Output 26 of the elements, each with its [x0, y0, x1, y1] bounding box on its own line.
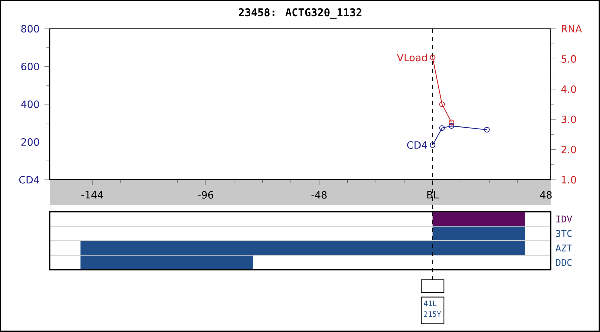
chart-title: 23458: ACTG320_1132 — [239, 8, 362, 19]
y-tick-label: AZT — [556, 244, 572, 252]
x-tick-label: 48 — [540, 191, 552, 199]
series-label: VLoad — [397, 54, 428, 62]
point — [439, 125, 446, 132]
y-tick-label: 800 — [22, 25, 40, 33]
y-tick-label: CD4 — [19, 176, 40, 184]
point — [448, 123, 455, 129]
y-tick-label: 3TC — [556, 230, 572, 238]
y2-tick-label: 4.0 — [562, 86, 576, 94]
y-tick-label: 600 — [22, 62, 40, 71]
x-tick-label: BL — [428, 191, 439, 199]
y2-tick-label: 1.0 — [562, 176, 576, 184]
y-tick-label: 400 — [21, 100, 40, 108]
y-tick-label: 200 — [22, 138, 40, 146]
y2-tick-label: 2.0 — [562, 146, 576, 154]
y2-tick-label: 3.0 — [562, 116, 576, 124]
series-label: CD4 — [407, 141, 428, 150]
y-tick-label: DDC — [556, 259, 572, 266]
x-tick-label: -96 — [198, 191, 214, 199]
point — [439, 102, 446, 108]
x-tick-label: -144 — [82, 191, 104, 199]
y-tick-label: IDV — [556, 216, 572, 223]
y2-tick-label: RNA — [562, 25, 582, 33]
y2-tick-label: 5.0 — [562, 55, 576, 63]
x-tick-label: -48 — [312, 191, 327, 199]
